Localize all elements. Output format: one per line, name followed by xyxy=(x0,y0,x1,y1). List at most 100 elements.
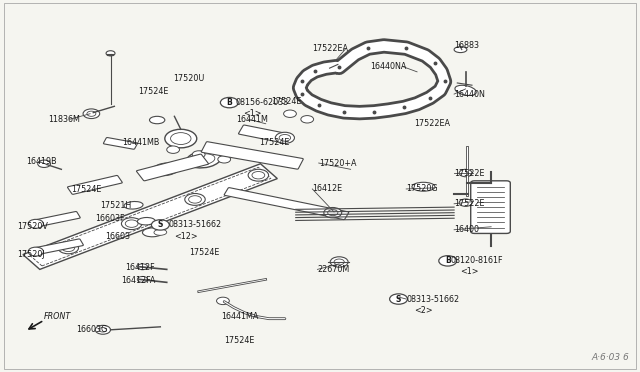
Circle shape xyxy=(439,256,457,266)
Text: 17520G: 17520G xyxy=(406,185,438,193)
Circle shape xyxy=(125,220,138,227)
Ellipse shape xyxy=(454,46,467,52)
Text: <12>: <12> xyxy=(174,232,198,241)
Circle shape xyxy=(83,109,100,119)
Circle shape xyxy=(138,264,148,270)
Circle shape xyxy=(62,244,75,251)
Text: B: B xyxy=(445,256,451,265)
Ellipse shape xyxy=(152,163,179,176)
Text: 17524E: 17524E xyxy=(224,336,255,345)
Text: 17521H: 17521H xyxy=(100,201,131,210)
Text: 16883: 16883 xyxy=(454,41,479,51)
Ellipse shape xyxy=(171,133,191,144)
Text: 16603: 16603 xyxy=(105,231,130,241)
Text: 17524E: 17524E xyxy=(271,97,301,106)
Circle shape xyxy=(28,219,44,228)
Text: 16603F: 16603F xyxy=(95,214,125,223)
Ellipse shape xyxy=(186,151,221,168)
Circle shape xyxy=(328,210,338,216)
FancyBboxPatch shape xyxy=(35,239,83,254)
Text: 16603G: 16603G xyxy=(76,325,108,334)
Circle shape xyxy=(390,294,408,304)
Circle shape xyxy=(106,51,115,56)
Text: 08313-51662: 08313-51662 xyxy=(406,295,460,304)
Text: <1>: <1> xyxy=(243,109,262,118)
Circle shape xyxy=(192,151,205,158)
Bar xyxy=(23,164,277,269)
Text: 17524E: 17524E xyxy=(189,248,220,257)
FancyBboxPatch shape xyxy=(470,181,510,234)
Text: 17524E: 17524E xyxy=(259,138,290,147)
FancyBboxPatch shape xyxy=(104,138,138,149)
Circle shape xyxy=(284,110,296,118)
Text: 17522E: 17522E xyxy=(454,199,484,208)
Text: 16412F: 16412F xyxy=(125,263,155,272)
Ellipse shape xyxy=(412,182,435,191)
Circle shape xyxy=(38,160,51,167)
Text: B: B xyxy=(227,98,232,107)
Circle shape xyxy=(248,169,269,181)
Circle shape xyxy=(216,297,229,305)
Circle shape xyxy=(152,220,170,230)
Text: 17522EA: 17522EA xyxy=(415,119,451,128)
Circle shape xyxy=(99,328,107,332)
Circle shape xyxy=(323,64,336,72)
Circle shape xyxy=(275,132,294,143)
Text: A·6·03 6: A·6·03 6 xyxy=(592,353,630,362)
FancyBboxPatch shape xyxy=(67,176,122,194)
Ellipse shape xyxy=(455,85,476,96)
Ellipse shape xyxy=(124,202,143,209)
FancyBboxPatch shape xyxy=(136,154,209,181)
Circle shape xyxy=(330,257,348,267)
Text: FRONT: FRONT xyxy=(44,312,72,321)
Text: 16440NA: 16440NA xyxy=(370,62,406,71)
Text: 08120-8161F: 08120-8161F xyxy=(451,256,504,265)
Text: 08156-62033: 08156-62033 xyxy=(236,98,289,107)
Circle shape xyxy=(220,97,238,108)
Circle shape xyxy=(279,135,291,141)
Circle shape xyxy=(460,169,472,177)
Circle shape xyxy=(189,196,202,203)
Ellipse shape xyxy=(157,166,173,173)
FancyBboxPatch shape xyxy=(35,212,80,227)
Circle shape xyxy=(95,326,111,334)
Text: 08313-51662: 08313-51662 xyxy=(168,221,221,230)
Text: 17522EA: 17522EA xyxy=(312,44,348,53)
Ellipse shape xyxy=(143,228,163,237)
Text: <1>: <1> xyxy=(461,267,479,276)
Text: 16412E: 16412E xyxy=(312,185,342,193)
Circle shape xyxy=(138,276,148,282)
Text: 16412FA: 16412FA xyxy=(121,276,155,285)
Circle shape xyxy=(460,199,472,206)
FancyBboxPatch shape xyxy=(202,142,303,169)
Text: 16440N: 16440N xyxy=(454,90,485,99)
Text: 22670M: 22670M xyxy=(317,265,349,274)
Text: 16441MA: 16441MA xyxy=(221,312,259,321)
Ellipse shape xyxy=(138,218,156,225)
Text: <2>: <2> xyxy=(415,307,433,315)
FancyBboxPatch shape xyxy=(239,125,291,143)
Text: 17520J: 17520J xyxy=(17,250,44,259)
Text: 17524E: 17524E xyxy=(71,185,101,194)
Text: S: S xyxy=(157,221,163,230)
Text: 17520U: 17520U xyxy=(173,74,205,83)
Circle shape xyxy=(252,171,265,179)
Ellipse shape xyxy=(154,230,167,235)
Circle shape xyxy=(185,193,205,205)
Text: 17520V: 17520V xyxy=(17,221,47,231)
FancyBboxPatch shape xyxy=(224,187,349,219)
Circle shape xyxy=(324,208,342,218)
Text: 16400: 16400 xyxy=(454,225,479,234)
Text: 16441M: 16441M xyxy=(236,115,268,124)
Circle shape xyxy=(218,155,230,163)
Circle shape xyxy=(28,247,44,256)
Bar xyxy=(29,167,271,266)
Text: 17524E: 17524E xyxy=(138,87,168,96)
Ellipse shape xyxy=(150,116,165,124)
Text: S: S xyxy=(396,295,401,304)
Text: 11836M: 11836M xyxy=(49,115,81,124)
Ellipse shape xyxy=(193,154,215,165)
Text: 17520+A: 17520+A xyxy=(319,158,356,167)
Text: 17522E: 17522E xyxy=(454,169,484,177)
Circle shape xyxy=(167,146,179,153)
